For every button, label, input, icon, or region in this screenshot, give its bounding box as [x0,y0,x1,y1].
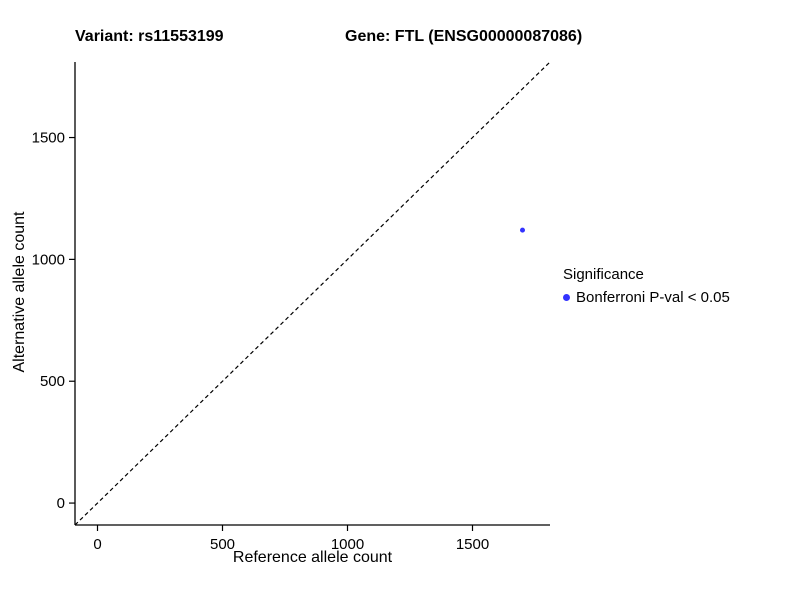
y-tick-label: 0 [57,495,65,512]
y-axis-label: Alternative allele count [11,211,28,373]
variant-title: Variant: rs11553199 [75,28,224,45]
legend-item: Bonferroni P-val < 0.05 [563,289,730,306]
y-tick-label: 1500 [32,130,65,147]
identity-line [74,61,551,526]
legend-point-icon [563,294,570,301]
y-tick-label: 500 [40,373,65,390]
x-tick-label: 1000 [331,536,364,553]
x-tick-label: 1500 [456,536,489,553]
x-tick-label: 500 [210,536,235,553]
legend-item-label: Bonferroni P-val < 0.05 [576,289,730,306]
legend-title: Significance [563,266,644,283]
x-tick-label: 0 [93,536,101,553]
y-tick-label: 1000 [32,251,65,268]
legend: Significance Bonferroni P-val < 0.05 [563,266,730,306]
gene-title: Gene: FTL (ENSG00000087086) [345,28,583,45]
x-axis-label: Reference allele count [232,549,393,566]
data-point [520,227,525,233]
